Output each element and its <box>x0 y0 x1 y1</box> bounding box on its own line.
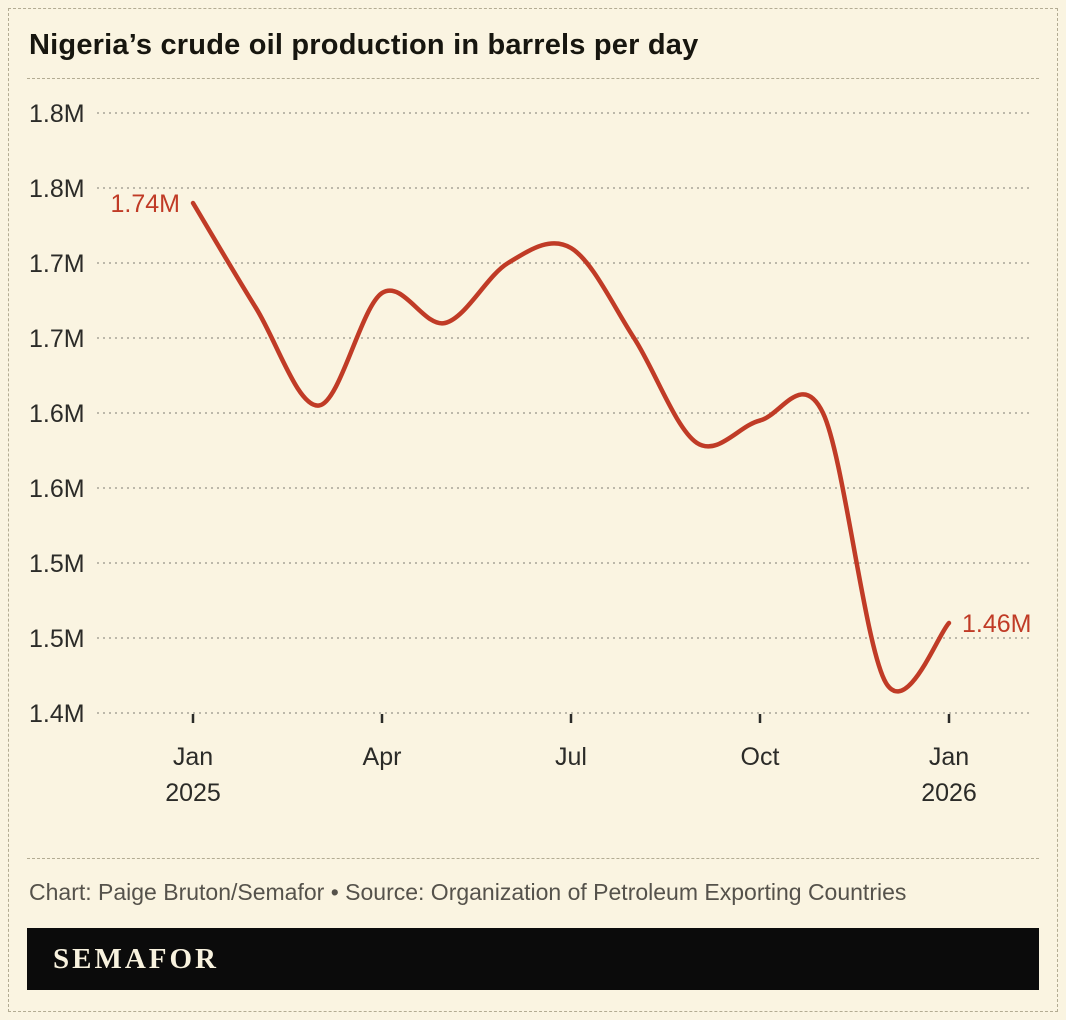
x-tick-label: Jan <box>173 743 213 771</box>
start-value-label: 1.74M <box>111 190 180 218</box>
y-tick-label: 1.7M <box>29 325 85 353</box>
x-tick-label: Apr <box>363 743 402 771</box>
production-series-line <box>190 200 952 694</box>
end-value-label: 1.46M <box>962 610 1031 638</box>
x-tick-label: Jan <box>929 743 969 771</box>
y-tick-label: 1.7M <box>29 250 85 278</box>
divider-top <box>27 78 1039 79</box>
y-tick-label: 1.6M <box>29 400 85 428</box>
x-tick-label: Jul <box>555 743 587 771</box>
x-tick-label: Oct <box>741 743 780 771</box>
production-line-chart: 1.8M 1.8M 1.7M 1.7M 1.6M 1.6M 1.5M 1.5M 1.4M Jan 2… <box>29 100 1031 807</box>
semafor-logo-bar: SEMAFOR <box>27 928 1039 990</box>
y-tick-label: 1.6M <box>29 475 85 503</box>
line-chart-container: 1.8M 1.8M 1.7M 1.7M 1.6M 1.6M 1.5M 1.5M 1.4M Jan 2… <box>27 87 1039 818</box>
y-tick-label: 1.8M <box>29 100 85 128</box>
x-tick-year-label: 2025 <box>165 779 221 807</box>
x-tick-year-label: 2026 <box>921 779 977 807</box>
y-tick-label: 1.8M <box>29 175 85 203</box>
divider-bottom <box>27 858 1039 859</box>
y-tick-label: 1.5M <box>29 550 85 578</box>
chart-card: Nigeria’s crude oil production in barrel… <box>8 8 1058 1012</box>
semafor-logo: SEMAFOR <box>53 942 219 975</box>
y-tick-label: 1.4M <box>29 700 85 728</box>
y-tick-label: 1.5M <box>29 625 85 653</box>
chart-title: Nigeria’s crude oil production in barrel… <box>29 29 699 61</box>
chart-caption: Chart: Paige Bruton/Semafor • Source: Or… <box>29 879 907 905</box>
